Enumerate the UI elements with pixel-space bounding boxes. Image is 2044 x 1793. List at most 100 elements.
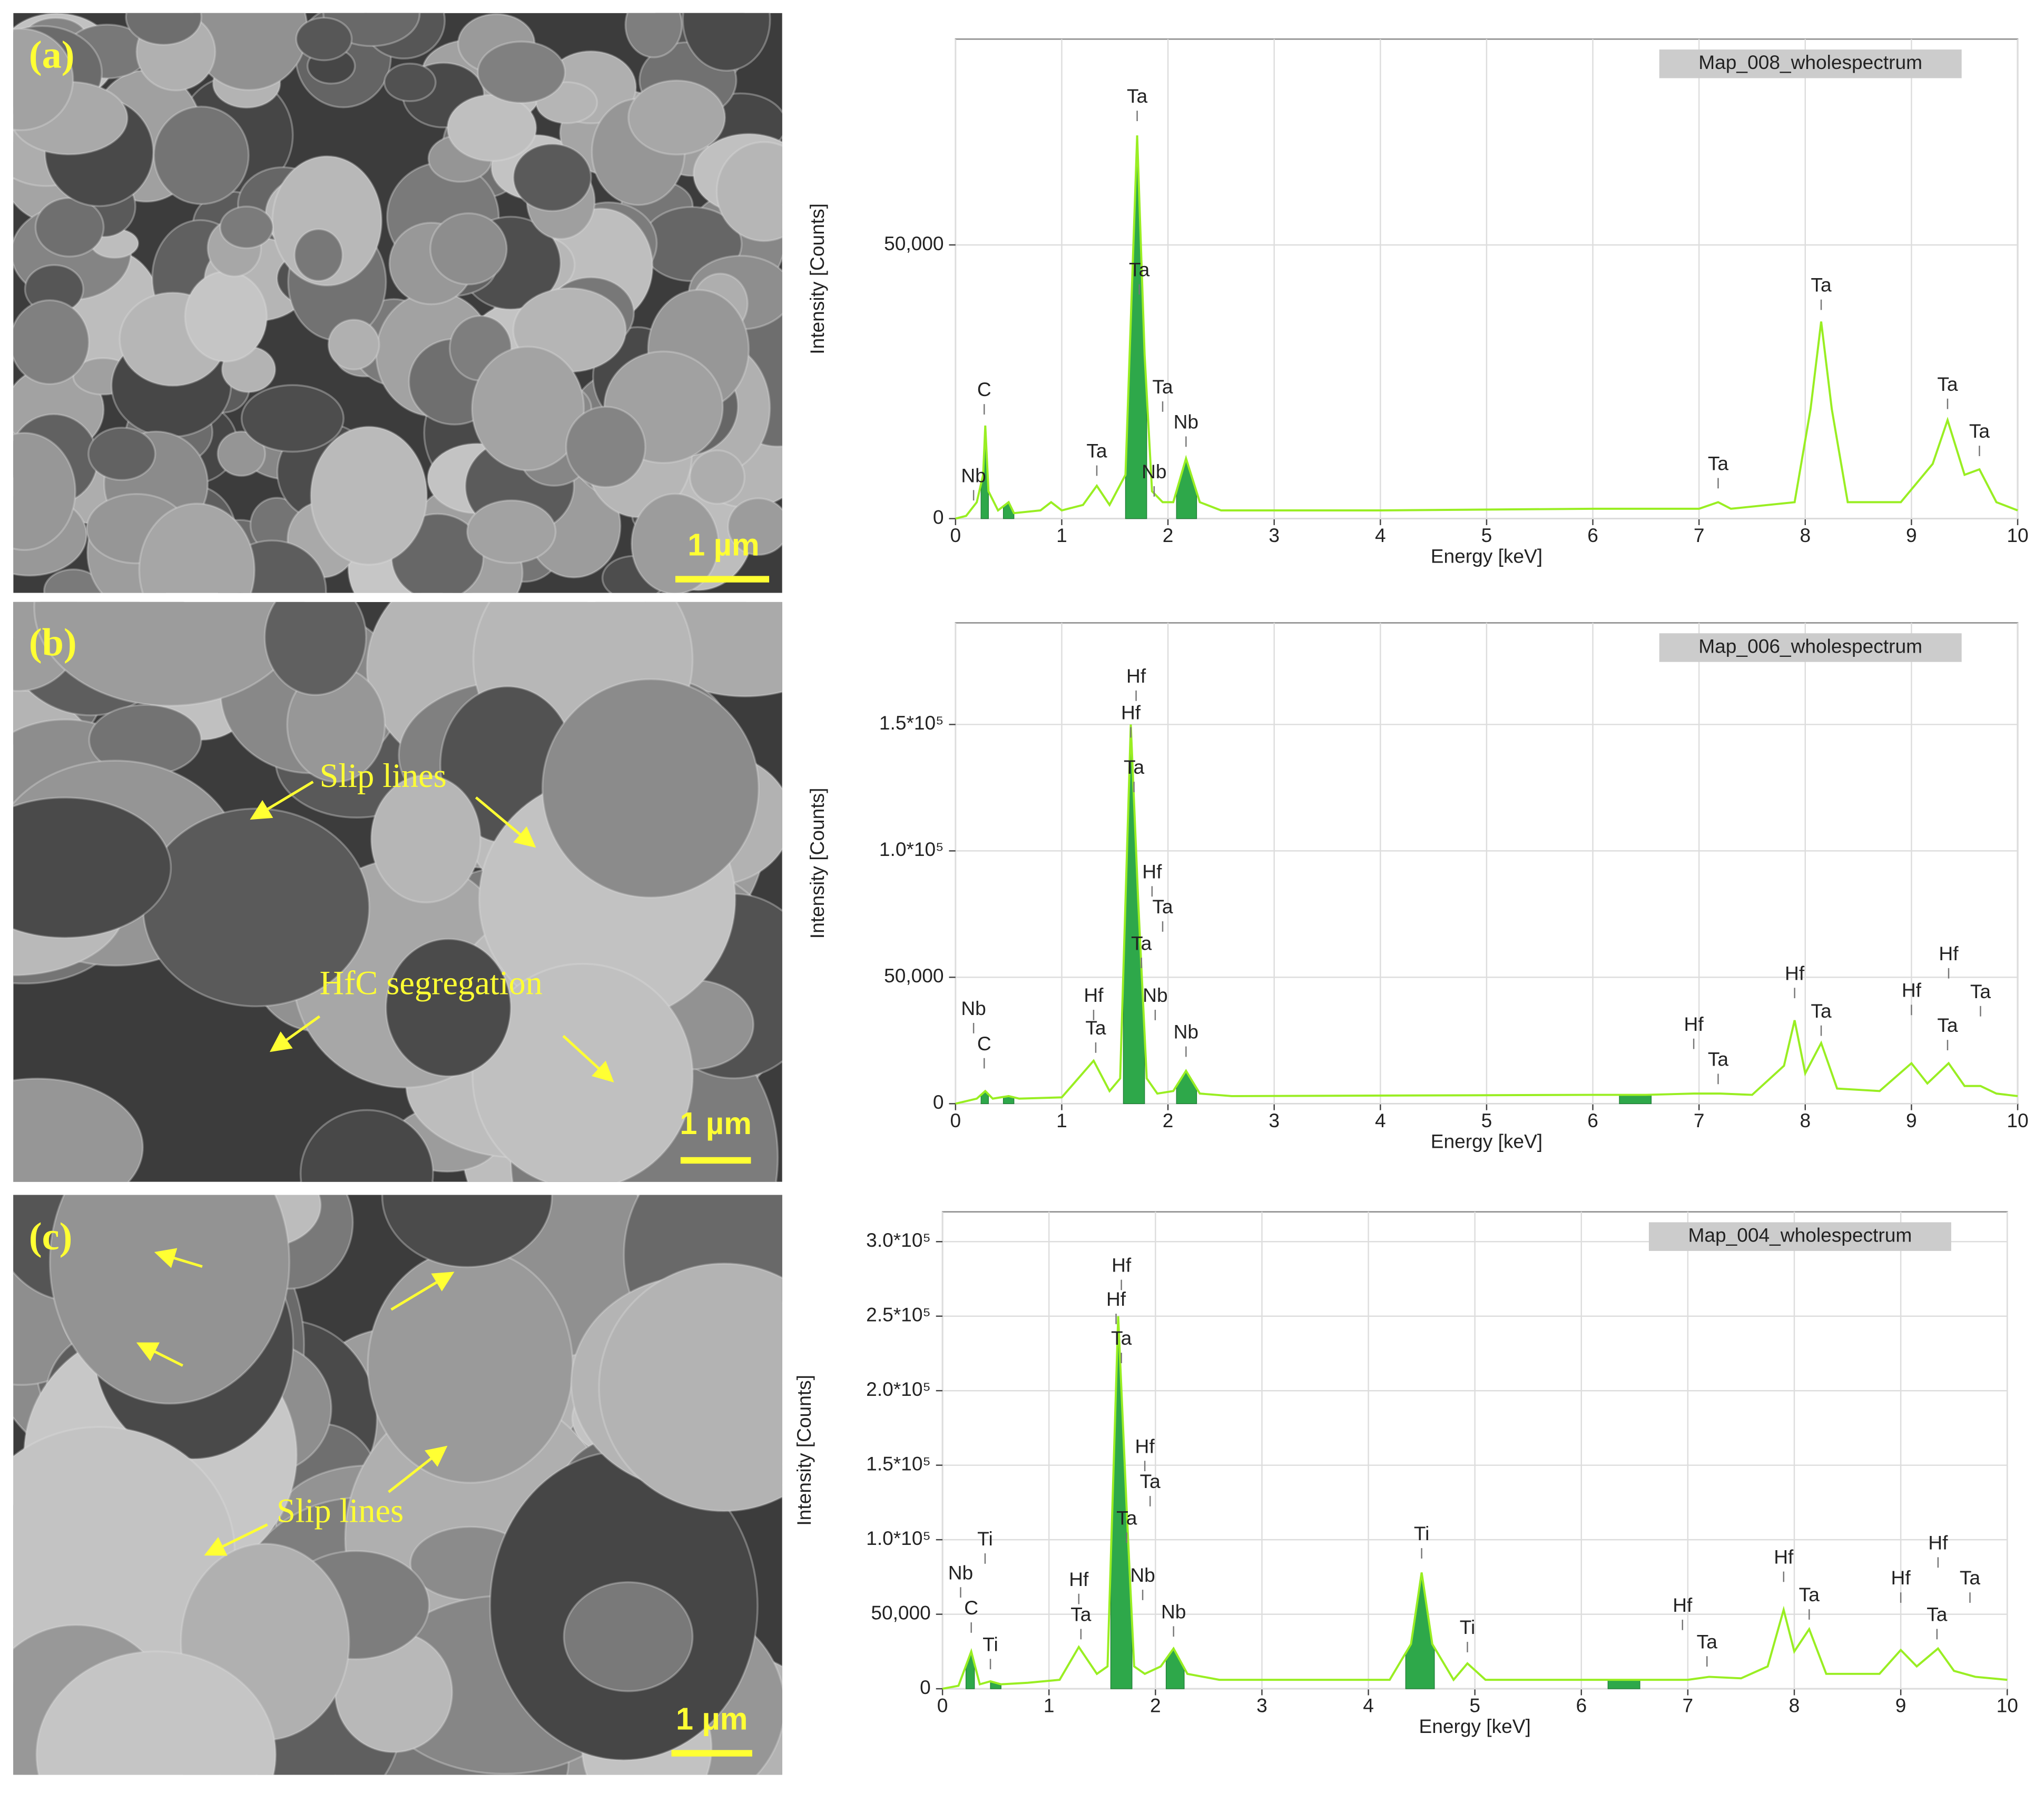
chart-title: Map_004_wholespectrum <box>1688 1224 1912 1246</box>
x-tick-label: 4 <box>1375 1109 1386 1131</box>
x-tick-label: 1 <box>1056 524 1067 546</box>
y-tick-label: 3.0*10⁵ <box>866 1229 931 1251</box>
grain <box>35 1650 277 1775</box>
grain <box>446 94 537 162</box>
grain <box>715 141 782 242</box>
peak-label: Ti <box>977 1528 993 1550</box>
peak-label: Ta <box>1129 259 1150 281</box>
grain <box>477 41 566 104</box>
grain <box>184 270 268 363</box>
peak-label: Nb <box>1130 1564 1155 1586</box>
peak-label: C <box>977 378 991 400</box>
y-tick-label: 0 <box>933 1091 944 1113</box>
grain <box>466 499 557 564</box>
arrow <box>390 1272 455 1311</box>
peak-fill <box>1607 1679 1640 1689</box>
peak-label: Ta <box>1131 932 1152 954</box>
grain <box>627 79 726 156</box>
peak-label: Ta <box>1086 440 1107 462</box>
peak-label: Ta <box>1116 1506 1137 1529</box>
x-tick-label: 4 <box>1375 524 1386 546</box>
grain <box>512 143 592 212</box>
peak-label: Hf <box>1121 702 1141 724</box>
arrow <box>269 1015 321 1052</box>
peak-label: Ta <box>1708 452 1729 475</box>
scale-label: 1 µm <box>687 527 760 563</box>
y-tick-label: 1.5*10⁵ <box>879 712 944 734</box>
grain <box>689 449 746 505</box>
title-box <box>1659 633 1962 662</box>
peak-label: Hf <box>1928 1531 1948 1553</box>
chart-title: Map_006_wholespectrum <box>1698 635 1922 657</box>
x-tick-label: 5 <box>1481 1109 1492 1131</box>
peak-label: Nb <box>1143 984 1167 1006</box>
x-axis-label: Energy [keV] <box>1431 1130 1542 1152</box>
x-tick-label: 7 <box>1694 1109 1705 1131</box>
grain <box>13 299 90 386</box>
scale-bar <box>675 576 770 583</box>
x-tick-label: 0 <box>950 1109 961 1131</box>
x-tick-label: 1 <box>1044 1695 1055 1717</box>
x-tick-label: 8 <box>1800 524 1811 546</box>
x-tick-label: 3 <box>1256 1695 1267 1717</box>
scale-label: 1 µm <box>676 1701 748 1737</box>
x-tick-label: 5 <box>1481 524 1492 546</box>
y-tick-label: 2.0*10⁵ <box>866 1378 931 1400</box>
grain <box>429 212 508 285</box>
peak-label: Hf <box>1939 942 1959 964</box>
grain <box>240 384 345 453</box>
spectrum-line <box>942 1316 2008 1690</box>
peak-label: Ta <box>1969 420 1990 442</box>
grain <box>310 426 428 566</box>
peak-fill <box>1619 1094 1652 1104</box>
y-tick-label: 50,000 <box>871 1601 930 1623</box>
x-tick-label: 7 <box>1683 1695 1694 1717</box>
scale-label: 1 µm <box>680 1106 752 1141</box>
peak-label: Ta <box>1811 1000 1832 1022</box>
spectrum-line <box>955 135 2018 520</box>
sem-image <box>13 602 782 1182</box>
peak-label: Hf <box>1673 1594 1693 1616</box>
x-tick-label: 10 <box>2007 524 2028 546</box>
x-tick-label: 9 <box>1895 1695 1907 1717</box>
x-tick-label: 3 <box>1269 524 1280 546</box>
peak-label: Ta <box>1708 1048 1729 1070</box>
grain <box>381 1195 553 1268</box>
peak-label: Ta <box>1127 85 1148 107</box>
x-tick-label: 8 <box>1789 1695 1800 1717</box>
x-tick-label: 6 <box>1576 1695 1587 1717</box>
grain <box>13 1077 144 1182</box>
x-tick-label: 10 <box>2007 1109 2028 1131</box>
peak-label: Hf <box>1106 1288 1126 1310</box>
peak-label: C <box>977 1032 991 1055</box>
chart-title: Map_008_wholespectrum <box>1698 51 1922 73</box>
grain <box>13 27 74 131</box>
grain <box>125 13 203 46</box>
grain <box>565 406 646 488</box>
grain <box>299 1109 434 1182</box>
grain <box>293 228 343 282</box>
grain <box>624 13 683 58</box>
scale-bar <box>680 1157 751 1164</box>
grain <box>541 678 760 899</box>
arrow <box>136 1342 183 1367</box>
peak-label: Hf <box>1135 1435 1155 1457</box>
sem-image <box>13 13 782 593</box>
x-tick-label: 7 <box>1694 524 1705 546</box>
grain <box>87 427 156 481</box>
arrow <box>204 1523 268 1556</box>
x-tick-label: 9 <box>1906 1109 1917 1131</box>
arrow <box>388 1445 448 1493</box>
peak-label: Ta <box>1937 373 1958 395</box>
peak-label: Hf <box>1902 979 1922 1001</box>
panel-label: (c) <box>29 1215 72 1258</box>
grain <box>153 105 250 205</box>
y-tick-label: 50,000 <box>884 232 944 254</box>
grain <box>295 16 353 62</box>
peak-label: Nb <box>1142 460 1166 482</box>
grain <box>727 497 782 556</box>
arrow <box>250 781 314 820</box>
grain <box>631 492 720 593</box>
